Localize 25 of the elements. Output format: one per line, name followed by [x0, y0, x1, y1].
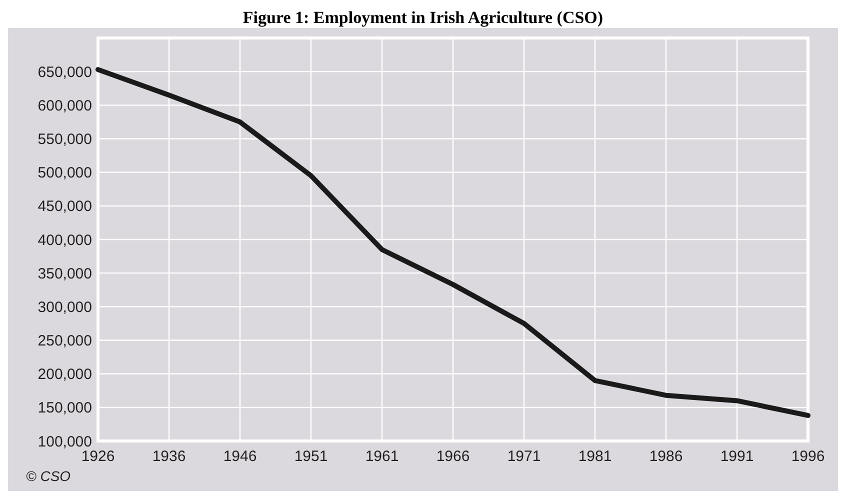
y-tick-label: 200,000 [38, 366, 92, 384]
x-tick-label: 1971 [507, 448, 541, 465]
y-tick-label: 550,000 [38, 131, 92, 148]
y-tick-label: 450,000 [38, 198, 92, 216]
y-tick-label: 500,000 [38, 164, 92, 182]
chart-title: Figure 1: Employment in Irish Agriculture (CSO) [242, 8, 604, 27]
x-tick-label: 1926 [81, 448, 115, 465]
y-tick-label: 100,000 [38, 433, 92, 450]
text: © CSO [26, 468, 71, 484]
y-tick-label: 150,000 [38, 400, 92, 417]
x-tick-label: 1981 [578, 448, 612, 465]
x-tick-label: 1991 [720, 448, 754, 465]
x-tick-label: 1961 [365, 448, 399, 465]
x-tick-label: 1986 [649, 448, 683, 465]
y-tick-label: 300,000 [38, 298, 92, 316]
x-tick-label: 1996 [791, 448, 825, 465]
y-tick-label: 400,000 [38, 232, 92, 249]
y-tick-label: 600,000 [38, 97, 92, 114]
x-tick-label: 1951 [294, 448, 328, 465]
x-tick-label: 1966 [436, 448, 470, 465]
x-tick-label: 1936 [152, 448, 186, 465]
y-tick-label: 250,000 [38, 332, 92, 350]
y-tick-label: 650,000 [38, 64, 92, 81]
y-tick-label: 350,000 [38, 265, 92, 282]
x-tick-label: 1946 [223, 448, 257, 465]
